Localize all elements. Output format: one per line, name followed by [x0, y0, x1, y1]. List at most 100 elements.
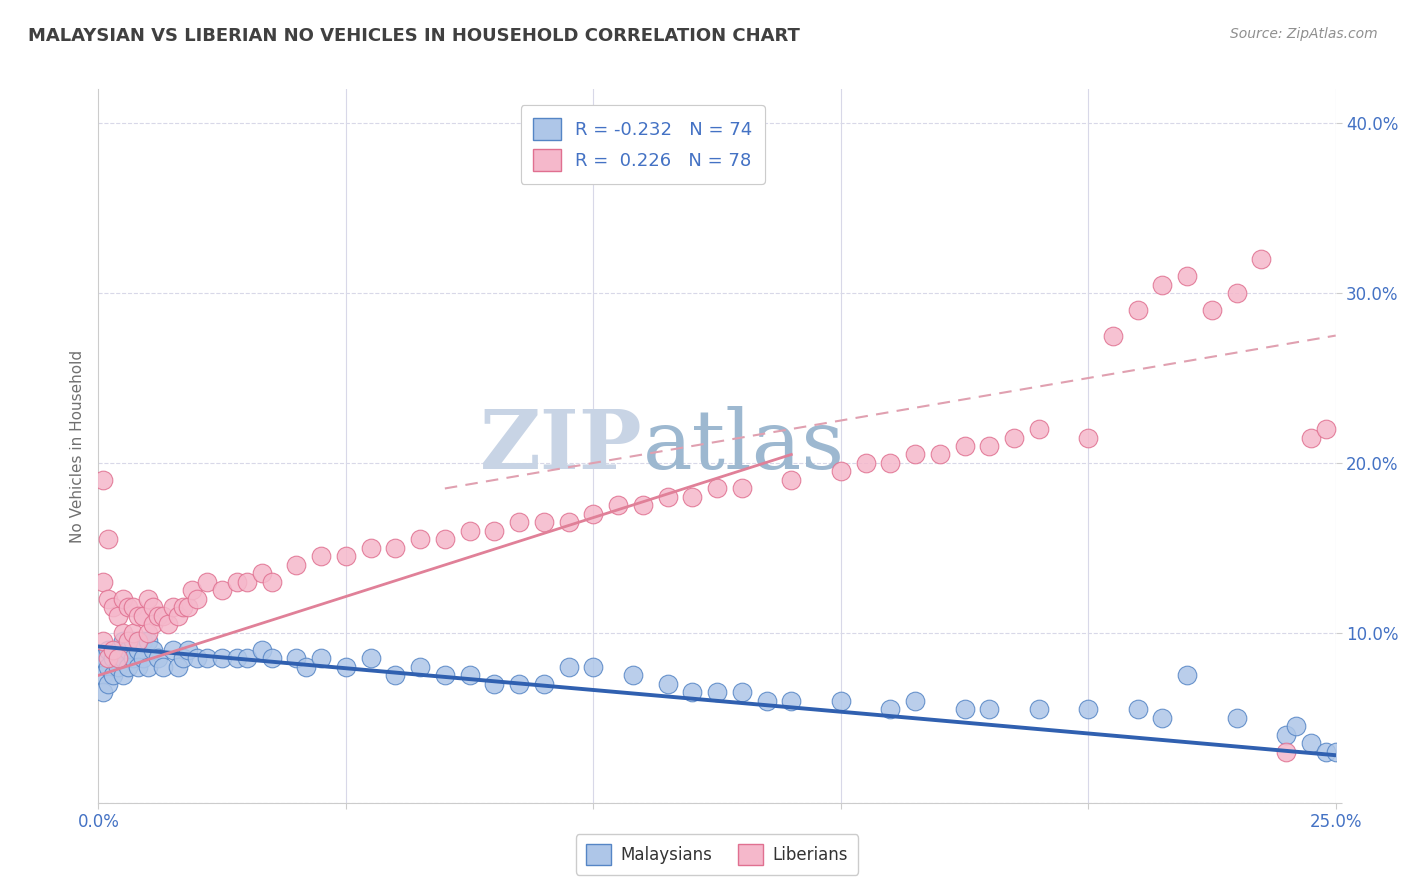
Point — [136, 660, 159, 674]
Point — [107, 651, 129, 665]
Point — [731, 482, 754, 496]
Point — [103, 651, 125, 665]
Point — [127, 634, 149, 648]
Point — [142, 617, 165, 632]
Point — [107, 643, 129, 657]
Point — [953, 439, 976, 453]
Point — [631, 499, 654, 513]
Point — [1102, 328, 1125, 343]
Point — [1275, 745, 1298, 759]
Point — [928, 448, 950, 462]
Point — [458, 668, 481, 682]
Point — [879, 702, 901, 716]
Point — [146, 651, 169, 665]
Point — [458, 524, 481, 538]
Point — [1285, 719, 1308, 733]
Point — [122, 626, 145, 640]
Point — [112, 626, 135, 640]
Y-axis label: No Vehicles in Household: No Vehicles in Household — [69, 350, 84, 542]
Text: MALAYSIAN VS LIBERIAN NO VEHICLES IN HOUSEHOLD CORRELATION CHART: MALAYSIAN VS LIBERIAN NO VEHICLES IN HOU… — [28, 27, 800, 45]
Point — [433, 668, 456, 682]
Point — [127, 608, 149, 623]
Point — [1324, 745, 1347, 759]
Point — [152, 660, 174, 674]
Point — [127, 643, 149, 657]
Point — [657, 490, 679, 504]
Point — [136, 626, 159, 640]
Point — [1126, 702, 1149, 716]
Point — [181, 583, 204, 598]
Point — [433, 533, 456, 547]
Point — [117, 660, 139, 674]
Point — [979, 439, 1001, 453]
Point — [582, 660, 605, 674]
Point — [156, 617, 179, 632]
Point — [681, 685, 703, 699]
Point — [879, 456, 901, 470]
Point — [112, 591, 135, 606]
Point — [132, 608, 155, 623]
Point — [176, 643, 198, 657]
Text: ZIP: ZIP — [481, 406, 643, 486]
Point — [260, 574, 283, 589]
Point — [1002, 430, 1025, 444]
Point — [97, 643, 120, 657]
Point — [226, 651, 249, 665]
Point — [93, 473, 115, 487]
Point — [1250, 252, 1272, 266]
Point — [172, 600, 194, 615]
Point — [107, 608, 129, 623]
Point — [830, 465, 852, 479]
Point — [706, 685, 728, 699]
Point — [117, 643, 139, 657]
Point — [360, 651, 382, 665]
Point — [557, 516, 579, 530]
Point — [162, 600, 184, 615]
Point — [122, 600, 145, 615]
Point — [93, 634, 115, 648]
Point — [1126, 303, 1149, 318]
Point — [97, 660, 120, 674]
Point — [309, 549, 332, 564]
Point — [1077, 430, 1099, 444]
Point — [384, 668, 406, 682]
Point — [142, 600, 165, 615]
Point — [93, 668, 115, 682]
Point — [1226, 286, 1249, 301]
Point — [484, 677, 506, 691]
Text: atlas: atlas — [643, 406, 845, 486]
Point — [172, 651, 194, 665]
Point — [107, 660, 129, 674]
Point — [384, 541, 406, 555]
Point — [136, 634, 159, 648]
Point — [1152, 277, 1174, 292]
Point — [904, 694, 927, 708]
Point — [166, 660, 188, 674]
Point — [309, 651, 332, 665]
Point — [557, 660, 579, 674]
Point — [1028, 422, 1050, 436]
Point — [706, 482, 728, 496]
Point — [211, 583, 233, 598]
Point — [186, 591, 208, 606]
Point — [97, 591, 120, 606]
Point — [112, 668, 135, 682]
Point — [285, 651, 308, 665]
Point — [260, 651, 283, 665]
Point — [186, 651, 208, 665]
Point — [1275, 728, 1298, 742]
Point — [855, 456, 877, 470]
Point — [93, 651, 115, 665]
Point — [250, 566, 273, 581]
Point — [285, 558, 308, 572]
Point — [755, 694, 778, 708]
Point — [1315, 745, 1337, 759]
Point — [953, 702, 976, 716]
Point — [335, 549, 357, 564]
Point — [162, 643, 184, 657]
Point — [1152, 711, 1174, 725]
Point — [409, 533, 432, 547]
Point — [97, 651, 120, 665]
Point — [103, 600, 125, 615]
Point — [152, 608, 174, 623]
